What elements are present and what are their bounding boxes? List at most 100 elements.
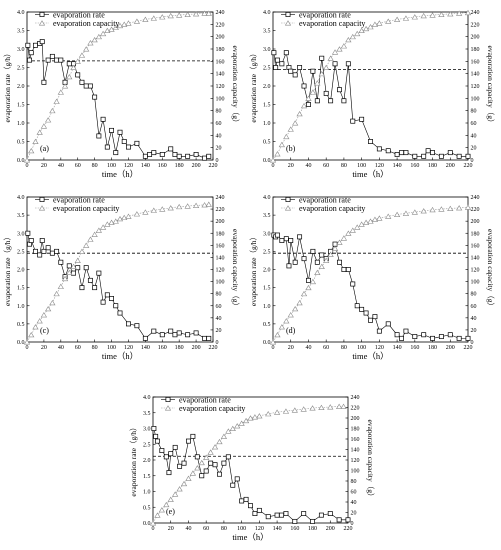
panel-1-x-axis-label: time（h）	[102, 169, 138, 179]
panel-1-capacity-point	[28, 147, 35, 154]
panel-3-rate-point	[117, 310, 123, 316]
panel-3-rate-point	[126, 321, 131, 327]
panel-4-capacity-point	[420, 208, 427, 214]
panel-2-capacity-point	[296, 110, 303, 117]
panel-1-y2-tick-label: 20	[216, 146, 222, 152]
panel-2-rate-point	[297, 65, 303, 70]
panel-1-rate-point	[66, 61, 72, 67]
panel-5-y2-axis-label: evaporation capacity（g）	[366, 419, 375, 500]
panel-4-rate-point	[465, 335, 471, 341]
panel-1-rate-point	[109, 127, 114, 133]
panel-3-capacity-point	[32, 324, 39, 330]
panel-5-rate-point	[274, 512, 280, 518]
panel-4-rate-point	[279, 238, 285, 243]
panel-3-rate-point	[49, 250, 55, 256]
panel-5-capacity-point	[167, 496, 174, 502]
panel-4-y2-tick-label: 240	[471, 195, 480, 201]
panel-1-capacity-point	[125, 20, 132, 26]
panel-5-rate-point	[239, 498, 245, 504]
panel-5-rate-point	[327, 511, 333, 517]
panel-1-capacity-point	[192, 11, 200, 17]
panel-2-y2-tick-label: 60	[471, 121, 477, 127]
panel-3-capacity-point	[74, 257, 81, 263]
panel-4-capacity-point	[305, 284, 312, 291]
panel-4-rate-point	[403, 328, 409, 334]
panel-3-y2-tick-label: 40	[216, 316, 222, 322]
panel-4-capacity-point	[376, 215, 383, 221]
panel-4-capacity-point	[274, 331, 281, 338]
panel-1-rate-point	[172, 152, 178, 157]
panel-3-y-tick-label: 2.0	[17, 268, 25, 274]
panel-3-rate-point	[168, 328, 174, 334]
panel-3-rate-point	[41, 248, 47, 254]
panel-4-y2-tick-label: 200	[471, 219, 480, 225]
panel-4-capacity-point	[278, 324, 285, 330]
panel-2: 0 20 40 60 80 100 120 140 160 180 200 2200.00.51.01…	[249, 9, 495, 179]
panel-4-legend-capacity-marker	[284, 205, 292, 211]
panel-5-capacity-point	[327, 404, 334, 410]
panel-2-y2-tick-label: 180	[471, 47, 480, 53]
panel-1-x-tick-label: 200	[192, 163, 201, 169]
panel-4-rate-point	[288, 238, 294, 243]
panel-2-x-tick-label: 100	[357, 163, 366, 169]
panel-3-y-tick-label: 1.5	[17, 286, 25, 292]
panel-3-capacity-point	[133, 211, 141, 217]
panel-2-rate-point	[430, 150, 435, 156]
panel-5-rate-point	[283, 511, 289, 517]
panel-2-capacity-point	[371, 21, 379, 27]
panel-4-rate-point	[363, 310, 369, 316]
panel-1-y2-tick-label: 60	[216, 121, 222, 127]
panel-5-y2-tick-label: 120	[351, 458, 360, 464]
panel-1-y-tick-label: 3.0	[17, 47, 25, 53]
panel-2-y2-tick-label: 220	[471, 22, 480, 28]
panel-4-rate-point	[286, 263, 292, 269]
panel-2-legend-capacity-marker	[284, 20, 292, 26]
panel-3-capacity-point	[99, 224, 107, 230]
panel-4-y2-tick-label: 180	[471, 231, 480, 237]
panel-3-y2-tick-label: 100	[216, 280, 225, 286]
panel-3-rate-point	[83, 265, 89, 271]
panel-2-rate-point	[465, 153, 471, 159]
panel-2-rate-point	[273, 65, 279, 70]
panel-2-capacity-point	[376, 20, 383, 26]
panel-1-capacity-point	[57, 89, 64, 95]
panel-1-x-tick-label: 100	[107, 163, 116, 169]
panel-5-x-tick-label: 60	[203, 526, 209, 532]
panel-4-rate-point	[376, 328, 382, 334]
panel-1-capacity-point	[167, 12, 174, 19]
panel-3-rate-point	[159, 332, 165, 338]
panel-2-rate-point	[345, 61, 351, 67]
panel-2-y-tick-label: 1.0	[263, 121, 271, 127]
panel-3-y-tick-label: 3.0	[17, 231, 25, 237]
panel-4-capacity-point	[269, 339, 277, 345]
panel-3-rate-point	[66, 263, 72, 269]
panel-1-rate-point	[33, 42, 38, 48]
panel-3-rate-point	[96, 270, 102, 276]
panel-4-rate-point	[368, 317, 373, 323]
panel-1-capacity-point	[142, 16, 149, 22]
panel-1-x-tick-label: 120	[124, 163, 133, 169]
panel-3-capacity-point	[95, 227, 102, 233]
panel-3-x-tick-label: 40	[58, 345, 64, 351]
panel-2-y2-tick-label: 100	[471, 96, 480, 102]
panel-5-rate-point	[190, 433, 196, 439]
panel-2-legend-capacity-label: evaporation capacity	[299, 19, 365, 28]
panel-2-capacity-point	[336, 46, 343, 52]
panel-1-rate-point	[159, 152, 165, 157]
panel-4-rate-point	[412, 334, 418, 340]
panel-5-y-axis-label: evaporation rate（g/h）	[129, 423, 138, 496]
panel-3-legend-rate-marker	[39, 197, 45, 202]
panel-1-y-tick-label: 2.0	[17, 84, 25, 90]
panel-5-x-tick-label: 200	[326, 526, 335, 532]
panel-4-capacity-point	[358, 221, 365, 227]
panel-2-rate-point	[292, 72, 298, 78]
panel-3-rate-point	[79, 285, 85, 291]
panel-1-x-tick-label: 40	[58, 163, 64, 169]
panel-1-rate-point	[142, 153, 148, 159]
panel-5-capacity-point	[234, 423, 241, 429]
panel-2-rate-point	[274, 57, 280, 63]
panel-2-rate-point	[438, 153, 444, 159]
panel-5-rate-point	[194, 454, 200, 460]
panel-5-y-tick-label: 2.0	[143, 458, 151, 464]
panel-5-legend-rate-marker	[165, 397, 171, 402]
